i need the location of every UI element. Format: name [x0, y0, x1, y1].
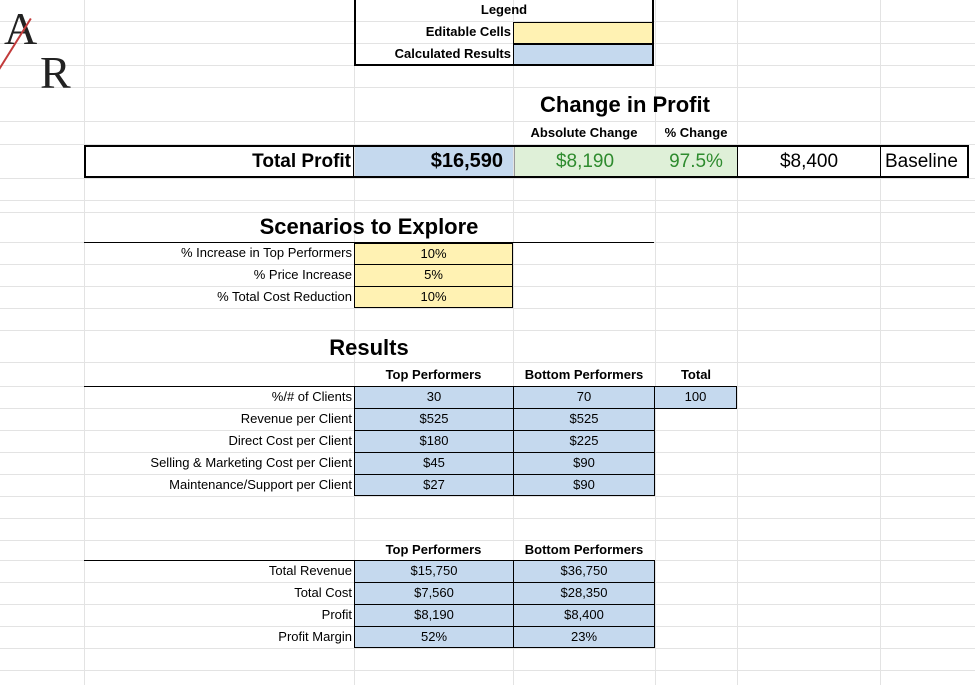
- results-title: Results: [329, 335, 409, 360]
- baseline-value: $8,400: [737, 147, 880, 176]
- scenarios-top-border: [84, 242, 654, 243]
- results-bottom-revenue: $525: [513, 408, 655, 431]
- summary-bottom-total-cost: $28,350: [513, 582, 655, 605]
- legend-editable-label: Editable Cells: [425, 24, 511, 39]
- scenario-label-top-performers: % Increase in Top Performers: [181, 245, 352, 260]
- results-label-clients: %/# of Clients: [271, 389, 352, 404]
- results-bottom-clients: 70: [513, 386, 655, 409]
- results-label-direct-cost: Direct Cost per Client: [228, 433, 352, 448]
- total-profit-row: [84, 145, 969, 178]
- total-profit-label: Total Profit: [86, 147, 354, 176]
- logo-letter-r: R: [40, 47, 71, 98]
- results-bottom-direct-cost: $225: [513, 430, 655, 453]
- summary-label-total-revenue: Total Revenue: [268, 563, 352, 578]
- scenarios-title: Scenarios to Explore: [259, 214, 479, 239]
- results-top-revenue: $525: [354, 408, 514, 431]
- absolute-change-header: Absolute Change: [530, 125, 638, 140]
- legend-calculated-label: Calculated Results: [394, 46, 511, 61]
- change-in-profit-title: Change in Profit: [540, 92, 710, 117]
- scenario-label-cost-reduction: % Total Cost Reduction: [217, 289, 352, 304]
- results-label-marketing-cost: Selling & Marketing Cost per Client: [150, 455, 352, 470]
- results-header-total: Total: [680, 367, 712, 382]
- results-top-maintenance: $27: [354, 474, 514, 496]
- summary-header-top: Top Performers: [385, 542, 482, 557]
- scenario-input-top-performers[interactable]: 10%: [354, 243, 513, 265]
- scenario-input-price-increase[interactable]: 5%: [354, 264, 513, 287]
- baseline-label: Baseline: [880, 147, 967, 176]
- summary-bottom-profit: $8,400: [513, 604, 655, 627]
- summary-bottom-total-revenue: $36,750: [513, 560, 655, 583]
- logo-letter-a: A: [4, 3, 38, 54]
- summary-header-bottom: Bottom Performers: [524, 542, 644, 557]
- results-bottom-marketing-cost: $90: [513, 452, 655, 475]
- legend-title: Legend: [480, 2, 528, 17]
- scenario-input-cost-reduction[interactable]: 10%: [354, 286, 513, 308]
- percent-change-value: 97.5%: [655, 147, 737, 176]
- summary-label-profit: Profit: [321, 607, 352, 622]
- total-profit-value: $16,590: [355, 147, 513, 176]
- ar-logo: A R: [0, 0, 92, 100]
- results-top-clients: 30: [354, 386, 514, 409]
- results-top-marketing-cost: $45: [354, 452, 514, 475]
- summary-top-total-cost: $7,560: [354, 582, 514, 605]
- legend-calculated-swatch: [513, 44, 653, 65]
- summary-top-total-revenue: $15,750: [354, 560, 514, 583]
- results-label-revenue: Revenue per Client: [240, 411, 352, 426]
- results-header-bottom: Bottom Performers: [524, 367, 644, 382]
- results-bottom-maintenance: $90: [513, 474, 655, 496]
- summary-top-profit: $8,190: [354, 604, 514, 627]
- percent-change-header: % Change: [664, 125, 728, 140]
- legend-box: [354, 0, 654, 66]
- results-header-top: Top Performers: [385, 367, 482, 382]
- summary-top-profit-margin: 52%: [354, 626, 514, 648]
- results-top-direct-cost: $180: [354, 430, 514, 453]
- scenario-label-price-increase: % Price Increase: [253, 267, 352, 282]
- summary-label-profit-margin: Profit Margin: [278, 629, 352, 644]
- summary-bottom-profit-margin: 23%: [513, 626, 655, 648]
- legend-editable-swatch: [513, 22, 653, 44]
- absolute-change-value: $8,190: [514, 147, 655, 176]
- summary-label-total-cost: Total Cost: [294, 585, 352, 600]
- results-label-maintenance: Maintenance/Support per Client: [169, 477, 352, 492]
- results-total-clients: 100: [654, 386, 737, 409]
